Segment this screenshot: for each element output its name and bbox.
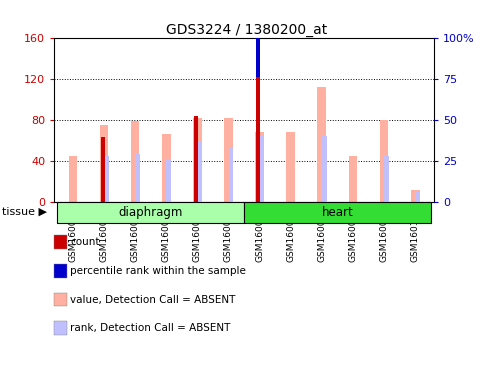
Text: heart: heart [321, 205, 353, 218]
Bar [57, 202, 244, 223]
Bar [322, 136, 327, 202]
Bar [415, 192, 420, 202]
Bar [162, 134, 171, 202]
Text: percentile rank within the sample: percentile rank within the sample [70, 266, 246, 276]
Bar [255, 132, 264, 202]
Bar [260, 136, 264, 202]
Bar [167, 159, 171, 202]
Text: count: count [70, 237, 100, 247]
Bar [131, 121, 140, 202]
Bar [256, 77, 260, 202]
Bar [224, 118, 233, 202]
Bar [286, 132, 295, 202]
Bar [411, 190, 420, 202]
Bar [100, 125, 108, 202]
Text: tissue ▶: tissue ▶ [2, 207, 47, 217]
Text: diaphragm: diaphragm [118, 205, 183, 218]
Bar [193, 118, 202, 202]
Text: value, Detection Call = ABSENT: value, Detection Call = ABSENT [70, 295, 236, 305]
Bar [69, 156, 77, 202]
Bar [194, 116, 198, 202]
Bar [384, 156, 389, 202]
Text: GDS3224 / 1380200_at: GDS3224 / 1380200_at [166, 23, 327, 37]
Bar [135, 154, 140, 202]
Bar [380, 120, 388, 202]
Bar [244, 202, 431, 223]
Text: rank, Detection Call = ABSENT: rank, Detection Call = ABSENT [70, 323, 231, 333]
Bar [256, 12, 260, 77]
Bar [317, 87, 326, 202]
Bar [101, 137, 105, 202]
Bar [198, 141, 202, 202]
Bar [104, 156, 109, 202]
Bar [229, 148, 233, 202]
Bar [349, 156, 357, 202]
